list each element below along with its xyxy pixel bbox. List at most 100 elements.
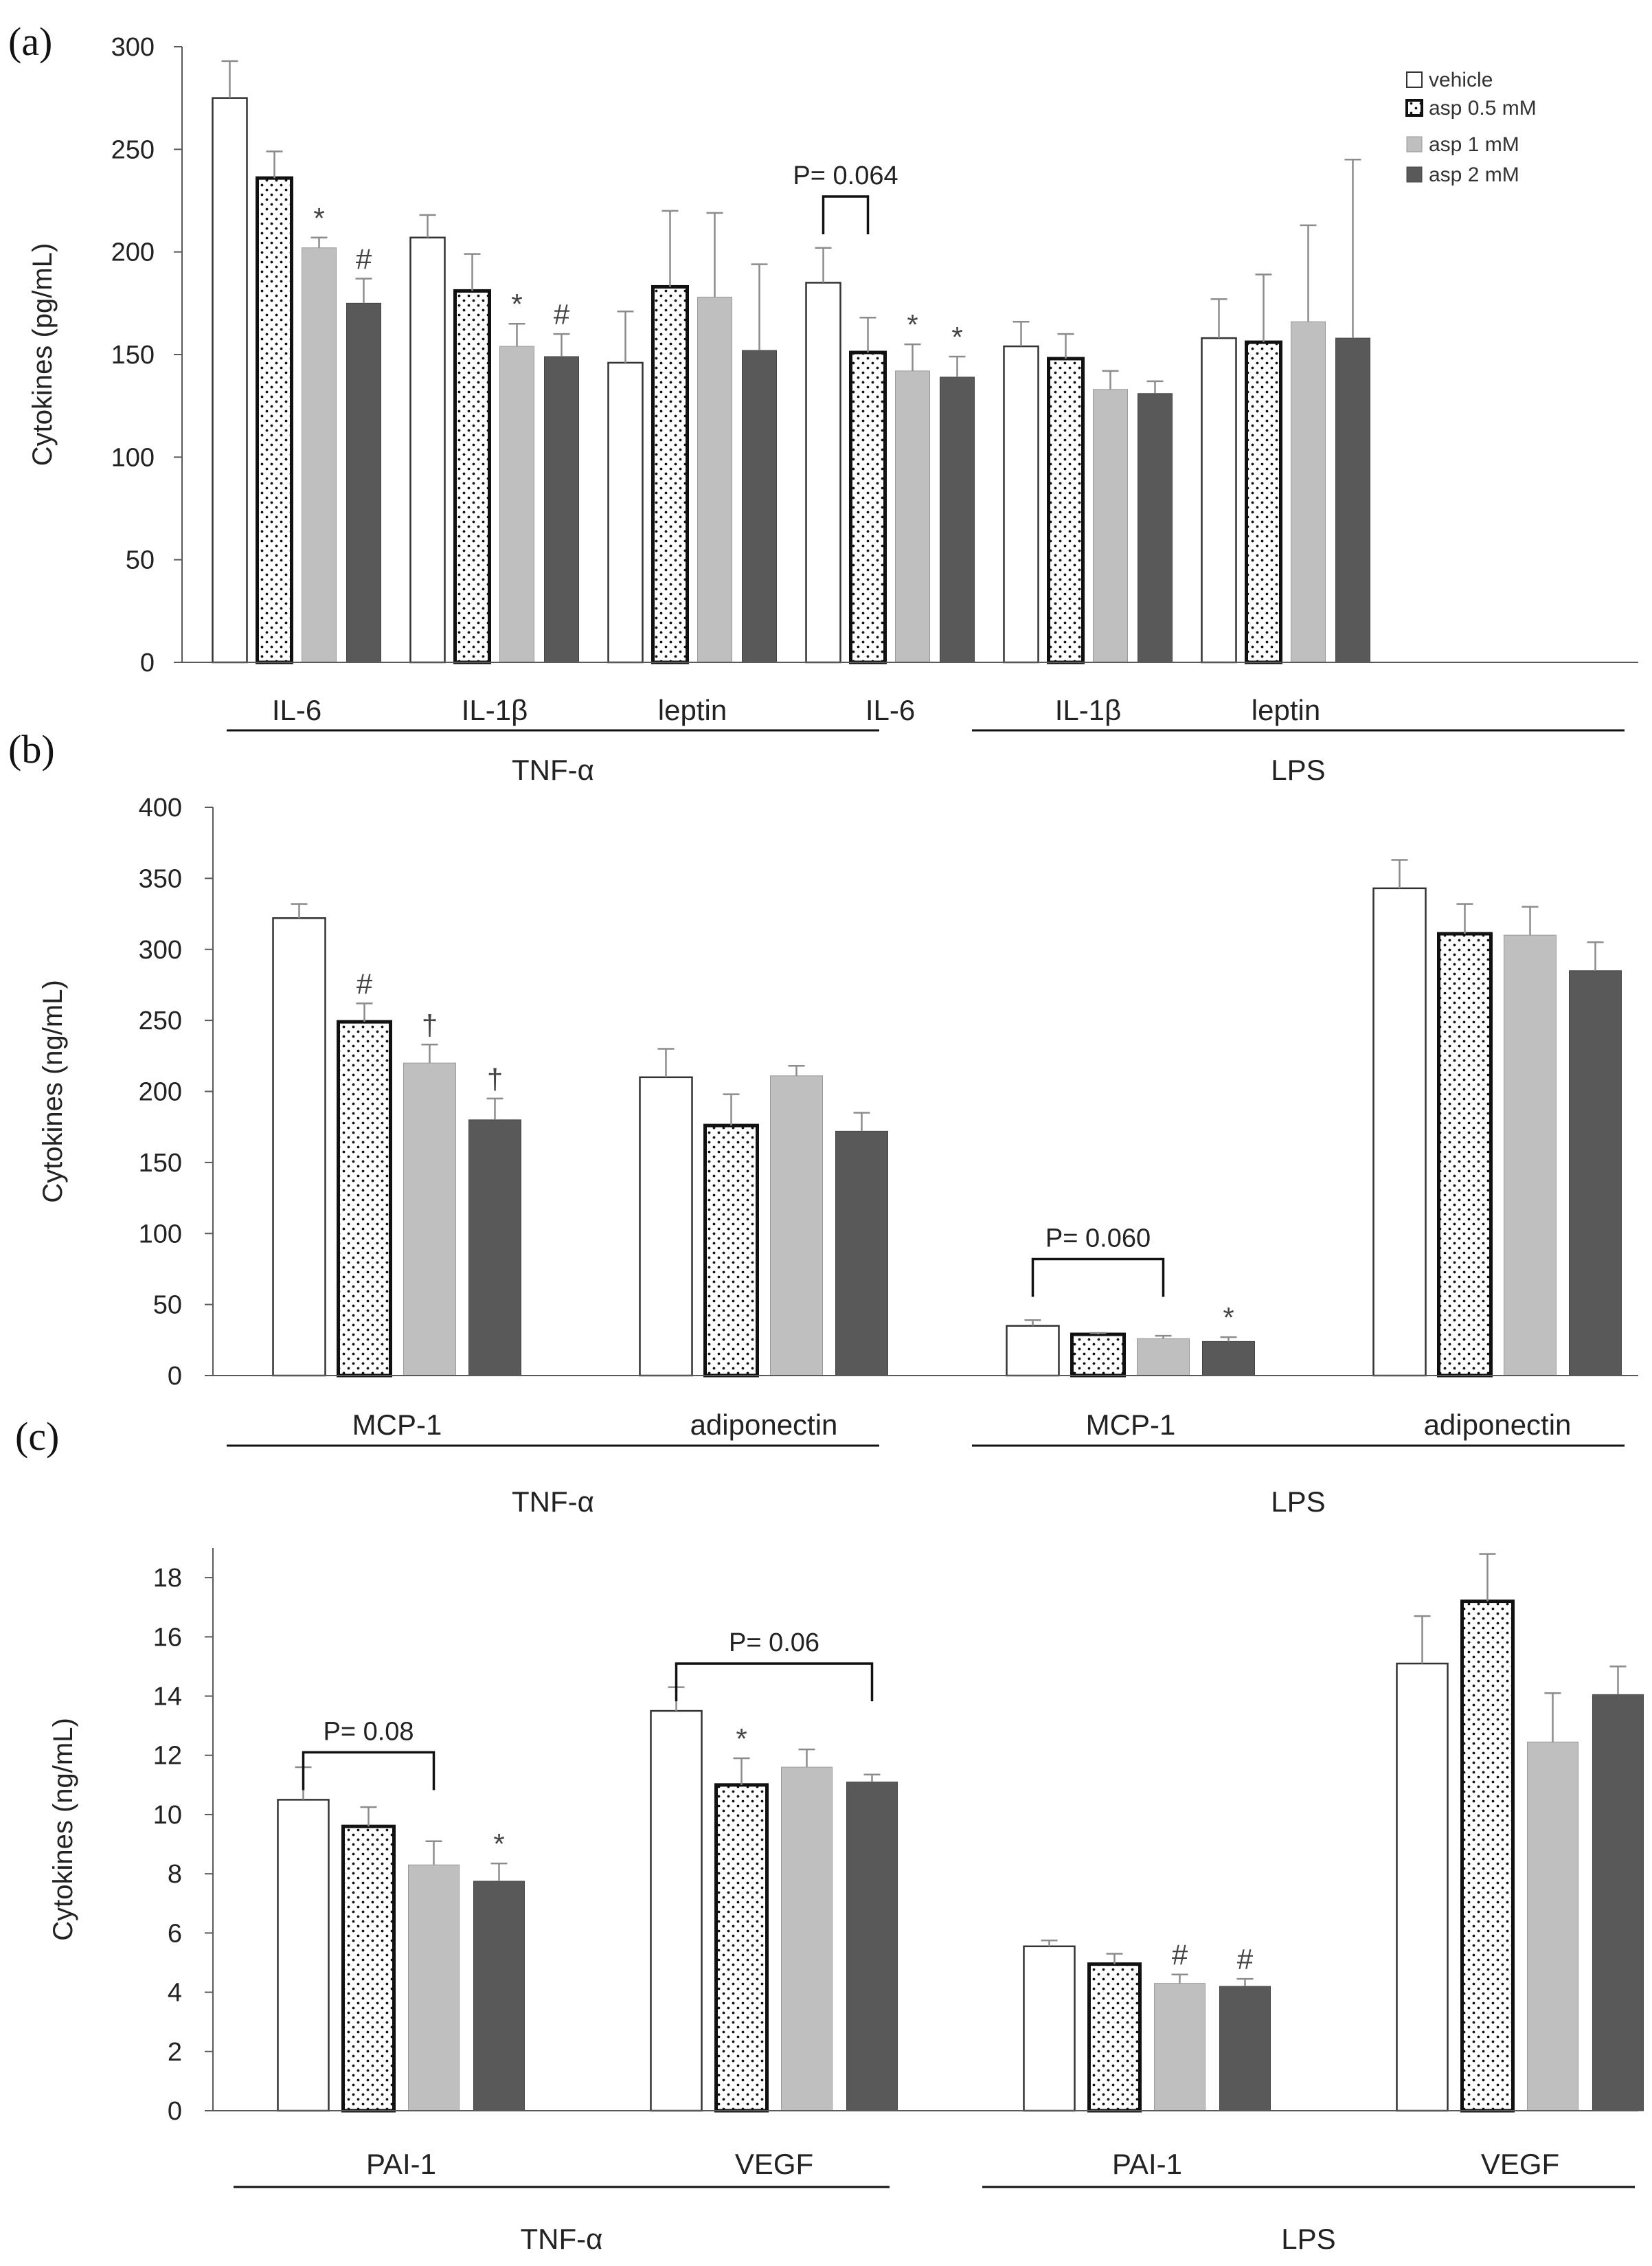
p-value-label: P= 0.08 [323, 1717, 414, 1746]
y-tick-label: 0 [168, 1362, 182, 1391]
significance-mark: † [487, 1063, 503, 1095]
bar [1504, 934, 1557, 1376]
category-label: leptin [658, 694, 727, 726]
bar [1202, 1340, 1255, 1376]
category-label: IL-6 [272, 694, 321, 726]
y-tick-label: 300 [139, 936, 182, 965]
legend-swatch-vehicle [1406, 71, 1423, 88]
group-label: TNF-α [512, 754, 594, 786]
significance-bracket [822, 195, 870, 235]
category-label: leptin [1252, 694, 1320, 726]
y-tick-label: 6 [168, 1919, 182, 1948]
bar [212, 97, 248, 664]
significance-bracket [1031, 1257, 1165, 1297]
panel-label-c: (c) [15, 1414, 59, 1459]
y-tick-label: 14 [153, 1683, 182, 1712]
bar [1291, 321, 1326, 663]
bar [1023, 1945, 1076, 2112]
bar [468, 1119, 521, 1376]
bar [1527, 1741, 1579, 2111]
bar [408, 1864, 460, 2111]
group-label: LPS [1271, 1485, 1325, 1518]
significance-mark: # [357, 967, 373, 1000]
bar [781, 1766, 833, 2111]
bar [1093, 389, 1128, 663]
bar [403, 1062, 456, 1376]
bar [1592, 1694, 1644, 2111]
legend: vehicle asp 0.5 mM asp 1 mM asp 2 mM [1405, 69, 1537, 186]
y-tick-label: 100 [111, 443, 155, 472]
category-label: MCP-1 [352, 1409, 442, 1441]
chart-panel-3: 0 2 4 6 8 10 12 14 16 18 Cytokines (ng/mL) PAI-1 VEG… [48, 1548, 1644, 2255]
bar [1154, 1983, 1206, 2111]
bar [805, 282, 841, 664]
y-tick-label: 50 [153, 1291, 182, 1320]
bar [770, 1075, 823, 1376]
significance-bracket [675, 1662, 874, 1702]
bar [835, 1130, 888, 1376]
bar [703, 1123, 759, 1378]
bar [651, 284, 689, 664]
y-tick-label: 350 [139, 864, 182, 893]
group-label: TNF-α [521, 2223, 603, 2255]
category-label: IL-1β [1055, 694, 1122, 726]
significance-mark: † [422, 1009, 438, 1041]
y-tick-label: 10 [153, 1801, 182, 1830]
y-tick-label: 0 [168, 2097, 182, 2126]
bar [1569, 970, 1622, 1376]
panel-label-a: (a) [8, 19, 52, 64]
group-label: TNF-α [512, 1485, 594, 1518]
group-label: LPS [1271, 754, 1325, 786]
bar [742, 350, 777, 663]
legend-swatch-asp-0-5 [1405, 99, 1423, 117]
bar [341, 1824, 396, 2113]
y-tick-label: 12 [153, 1742, 182, 1771]
y-tick-label: 8 [168, 1860, 182, 1889]
chart-panel-2: 0 50 100 150 200 250 300 350 400 Cytokines (ng/mL… [38, 794, 1638, 1518]
y-tick-label: 300 [111, 33, 155, 62]
significance-mark: # [356, 243, 372, 275]
category-label: MCP-1 [1086, 1409, 1176, 1441]
bar [1087, 1962, 1142, 2113]
category-label: adiponectin [690, 1409, 838, 1441]
bar [1460, 1600, 1515, 2113]
y-tick-label: 0 [140, 649, 155, 677]
bar [346, 302, 381, 663]
p-value-label: P= 0.064 [793, 161, 898, 190]
bar [277, 1799, 330, 2112]
y-axis-label: Cytokines (pg/mL) [27, 243, 58, 467]
significance-mark: # [554, 298, 570, 330]
y-axis-label: Cytokines (ng/mL) [38, 980, 68, 1203]
significance-mark: * [493, 1828, 504, 1860]
bar [940, 377, 975, 663]
bar [337, 1020, 392, 1378]
y-tick-label: 150 [111, 341, 155, 370]
significance-mark: * [313, 202, 324, 234]
y-tick-label: 200 [139, 1078, 182, 1107]
significance-mark: * [907, 309, 918, 341]
bar [1245, 340, 1282, 664]
y-tick-label: 4 [168, 1979, 182, 2008]
bar [895, 370, 930, 663]
significance-mark: * [951, 321, 962, 353]
bar [256, 176, 293, 664]
bar [1396, 1662, 1449, 2112]
bar [1003, 345, 1039, 664]
bar [1138, 393, 1173, 663]
bar [1437, 932, 1493, 1378]
legend-swatch-asp-2 [1406, 166, 1423, 183]
group-label: LPS [1281, 2223, 1335, 2255]
y-tick-label: 18 [153, 1564, 182, 1593]
bar [1137, 1338, 1190, 1376]
legend-label-asp-1: asp 1 mM [1429, 133, 1519, 156]
bar [409, 236, 446, 664]
y-tick-label: 16 [153, 1623, 182, 1652]
p-value-label: P= 0.06 [729, 1628, 819, 1657]
bar [1201, 337, 1237, 664]
significance-mark: * [1223, 1301, 1234, 1334]
category-label: PAI-1 [1112, 2148, 1182, 2180]
legend-label-asp-2: asp 2 mM [1429, 164, 1519, 186]
y-tick-label: 2 [168, 2038, 182, 2067]
